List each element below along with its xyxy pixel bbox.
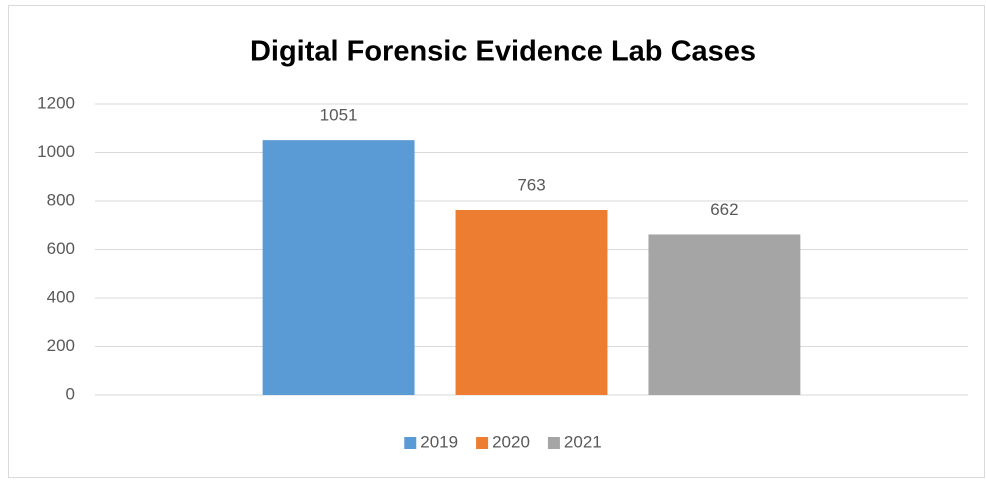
legend-marker: [547, 437, 560, 449]
y-tick-label: 800: [47, 190, 75, 209]
legend-marker: [404, 437, 417, 449]
y-tick-label: 400: [47, 287, 75, 306]
bar: [262, 140, 415, 395]
y-tick-label: 600: [47, 239, 75, 258]
y-tick-label: 200: [47, 336, 75, 355]
bar: [455, 209, 608, 395]
y-tick-label: 1200: [37, 93, 75, 112]
legend-label: 2019: [420, 432, 458, 451]
data-label: 1051: [320, 106, 358, 125]
bar: [648, 234, 801, 395]
legend-label: 2020: [492, 432, 530, 451]
data-label: 662: [710, 200, 738, 219]
chart-title: Digital Forensic Evidence Lab Cases: [250, 36, 756, 68]
y-tick-label: 0: [66, 384, 75, 403]
y-tick-label: 1000: [37, 142, 75, 161]
legend-marker: [476, 437, 489, 449]
data-label: 763: [517, 175, 545, 194]
legend-label: 2021: [564, 432, 602, 451]
